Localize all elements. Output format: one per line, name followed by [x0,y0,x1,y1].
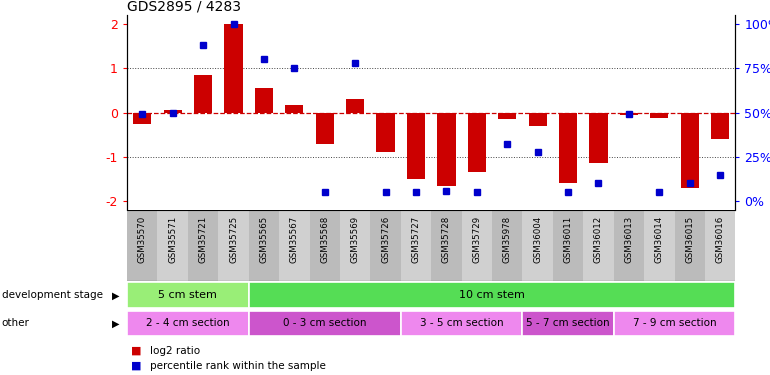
Bar [249,282,735,308]
Text: GSM36011: GSM36011 [564,216,573,263]
Bar [158,210,188,281]
Bar [437,112,456,186]
Bar [650,112,668,118]
Text: ■: ■ [131,346,142,355]
Bar [163,110,182,112]
Bar [614,310,735,336]
Bar [705,210,735,281]
Bar [523,310,614,336]
Text: GSM35721: GSM35721 [199,216,208,263]
Bar [620,112,638,115]
Text: GSM35728: GSM35728 [442,216,451,263]
Bar [194,75,213,112]
Bar [224,24,243,112]
Text: GSM35978: GSM35978 [503,216,512,263]
Text: GSM35571: GSM35571 [168,216,177,263]
Text: 7 - 9 cm section: 7 - 9 cm section [633,318,716,328]
Text: percentile rank within the sample: percentile rank within the sample [150,361,326,370]
Bar [462,210,492,281]
Bar [400,310,522,336]
Bar [127,310,249,336]
Bar [711,112,729,139]
Text: GDS2895 / 4283: GDS2895 / 4283 [127,0,241,14]
Text: development stage: development stage [2,290,102,300]
Text: other: other [2,318,29,328]
Text: GSM35726: GSM35726 [381,216,390,263]
Bar [127,282,249,308]
Bar [584,210,614,281]
Text: GSM36015: GSM36015 [685,216,695,263]
Text: GSM36014: GSM36014 [654,216,664,263]
Text: 3 - 5 cm section: 3 - 5 cm section [420,318,504,328]
Bar [431,210,462,281]
Text: GSM36004: GSM36004 [533,216,542,263]
Text: GSM35725: GSM35725 [229,216,238,263]
Bar [407,112,425,179]
Bar [589,112,608,164]
Bar [279,210,310,281]
Text: GSM35565: GSM35565 [259,216,269,263]
Bar [370,210,401,281]
Text: 5 cm stem: 5 cm stem [159,290,217,300]
Bar [559,112,578,183]
Bar [614,210,644,281]
Bar [219,210,249,281]
Bar [249,210,280,281]
Bar [340,210,370,281]
Text: 5 - 7 cm section: 5 - 7 cm section [526,318,610,328]
Text: ▶: ▶ [112,290,119,300]
Bar [316,112,334,144]
Text: GSM36013: GSM36013 [624,216,634,263]
Bar [249,310,401,336]
Bar [528,112,547,126]
Text: GSM35570: GSM35570 [138,216,147,263]
Bar [467,112,486,172]
Text: GSM35567: GSM35567 [290,216,299,263]
Bar [285,105,303,112]
Bar [492,210,522,281]
Text: 2 - 4 cm section: 2 - 4 cm section [146,318,229,328]
Bar [188,210,219,281]
Bar [127,210,158,281]
Text: GSM36016: GSM36016 [715,216,725,263]
Text: GSM35568: GSM35568 [320,216,330,263]
Bar [346,99,364,112]
Bar [553,210,584,281]
Bar [644,210,675,281]
Bar [377,112,395,152]
Bar [400,210,431,281]
Text: GSM36012: GSM36012 [594,216,603,263]
Bar [498,112,517,119]
Text: log2 ratio: log2 ratio [150,346,200,355]
Text: 0 - 3 cm section: 0 - 3 cm section [283,318,367,328]
Bar [133,112,152,124]
Text: GSM35569: GSM35569 [350,216,360,263]
Text: 10 cm stem: 10 cm stem [459,290,525,300]
Text: ■: ■ [131,361,142,370]
Bar [681,112,699,188]
Text: GSM35729: GSM35729 [472,216,481,263]
Text: ▶: ▶ [112,318,119,328]
Bar [675,210,705,281]
Bar [255,88,273,112]
Text: GSM35727: GSM35727 [411,216,420,263]
Bar [523,210,553,281]
Bar [310,210,340,281]
